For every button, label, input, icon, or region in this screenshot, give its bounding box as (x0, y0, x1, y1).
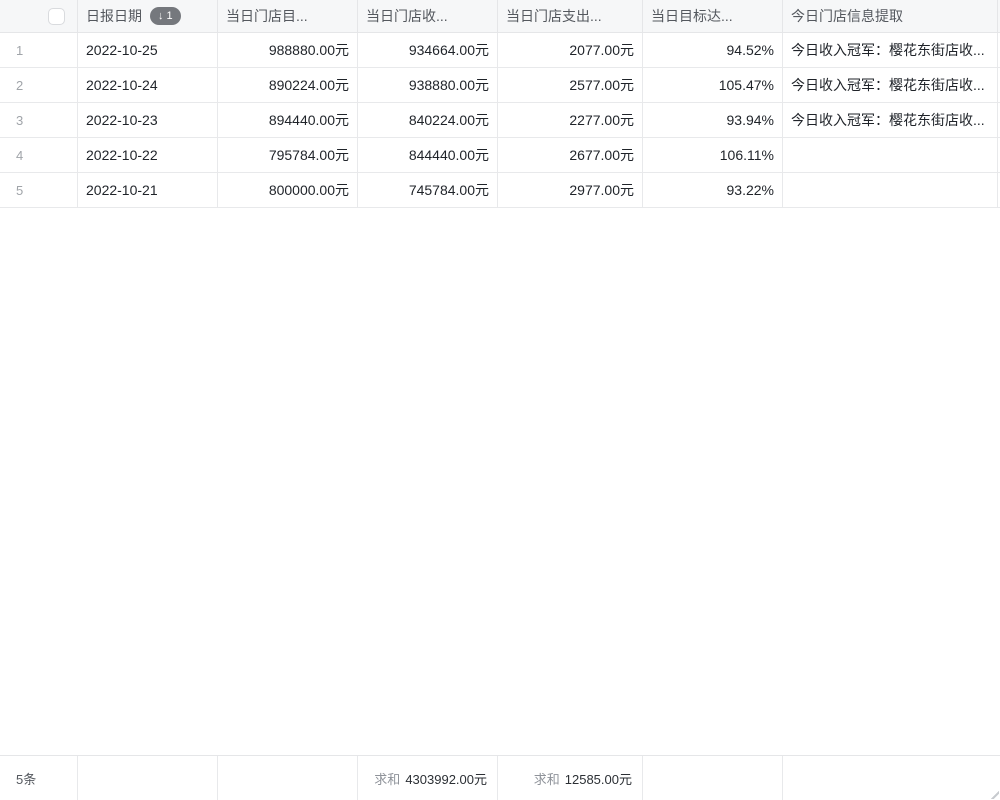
row-number[interactable]: 1 (0, 33, 78, 67)
sum-value: 12585.00元 (564, 771, 632, 787)
cell-rate[interactable]: 93.22% (643, 173, 783, 207)
cell-rate[interactable]: 93.94% (643, 103, 783, 137)
cell-date[interactable]: 2022-10-24 (78, 68, 218, 102)
column-header-rate[interactable]: 当日目标达... (643, 0, 783, 32)
cell-income[interactable]: 840224.00元 (358, 103, 498, 137)
cell-rate[interactable]: 94.52% (643, 33, 783, 67)
summary-cell-info[interactable] (783, 756, 1000, 800)
cell-rate[interactable]: 105.47% (643, 68, 783, 102)
sort-order-number: 1 (166, 9, 173, 22)
column-header-info[interactable]: 今日门店信息提取 (783, 0, 998, 32)
summary-cell-target[interactable] (218, 756, 358, 800)
cell-expense[interactable]: 2277.00元 (498, 103, 643, 137)
cell-rate[interactable]: 106.11% (643, 138, 783, 172)
cell-date[interactable]: 2022-10-23 (78, 103, 218, 137)
column-header-info-label: 今日门店信息提取 (791, 8, 903, 24)
column-header-date[interactable]: 日报日期 ↓ 1 (78, 0, 218, 32)
column-header-income-label: 当日门店收... (366, 8, 448, 24)
cell-income[interactable]: 844440.00元 (358, 138, 498, 172)
table-row: 4 2022-10-22 795784.00元 844440.00元 2677.… (0, 138, 1000, 173)
row-number[interactable]: 5 (0, 173, 78, 207)
column-header-target[interactable]: 当日门店目... (218, 0, 358, 32)
table-row: 1 2022-10-25 988880.00元 934664.00元 2077.… (0, 33, 1000, 68)
cell-target[interactable]: 988880.00元 (218, 33, 358, 67)
column-header-income[interactable]: 当日门店收... (358, 0, 498, 32)
select-all-header-cell (0, 0, 78, 32)
record-count: 5条 (0, 756, 78, 800)
cell-income[interactable]: 745784.00元 (358, 173, 498, 207)
sum-value: 4303992.00元 (405, 771, 487, 787)
table-header-row: 日报日期 ↓ 1 当日门店目... 当日门店收... 当日门店支出... 当日目… (0, 0, 1000, 33)
cell-info[interactable] (783, 138, 998, 172)
column-header-expense[interactable]: 当日门店支出... (498, 0, 643, 32)
table-body: 1 2022-10-25 988880.00元 934664.00元 2077.… (0, 33, 1000, 208)
cell-income[interactable]: 934664.00元 (358, 33, 498, 67)
summary-cell-date[interactable] (78, 756, 218, 800)
row-number[interactable]: 3 (0, 103, 78, 137)
cell-info[interactable]: 今日收入冠军：樱花东街店收... (783, 68, 998, 102)
cell-date[interactable]: 2022-10-25 (78, 33, 218, 67)
header-filler (998, 0, 1000, 32)
summary-cell-expense-sum[interactable]: 求和 12585.00元 (498, 756, 643, 800)
cell-expense[interactable]: 2577.00元 (498, 68, 643, 102)
cell-target[interactable]: 795784.00元 (218, 138, 358, 172)
table-row: 3 2022-10-23 894440.00元 840224.00元 2277.… (0, 103, 1000, 138)
table-row: 2 2022-10-24 890224.00元 938880.00元 2577.… (0, 68, 1000, 103)
sort-badge[interactable]: ↓ 1 (150, 7, 181, 25)
sum-label: 求和 (533, 771, 560, 787)
cell-target[interactable]: 890224.00元 (218, 68, 358, 102)
table-summary-footer: 5条 求和 4303992.00元 求和 12585.00元 (0, 755, 1000, 800)
select-all-checkbox[interactable] (48, 7, 65, 25)
resize-grip-icon (990, 790, 999, 799)
column-header-date-label: 日报日期 (86, 8, 142, 24)
cell-info[interactable] (783, 173, 998, 207)
column-header-expense-label: 当日门店支出... (506, 8, 602, 24)
cell-date[interactable]: 2022-10-22 (78, 138, 218, 172)
sum-label: 求和 (374, 771, 401, 787)
summary-cell-rate[interactable] (643, 756, 783, 800)
sort-desc-icon: ↓ (158, 9, 164, 22)
column-header-target-label: 当日门店目... (226, 8, 308, 24)
column-header-rate-label: 当日目标达... (651, 8, 733, 24)
cell-target[interactable]: 800000.00元 (218, 173, 358, 207)
cell-expense[interactable]: 2977.00元 (498, 173, 643, 207)
cell-income[interactable]: 938880.00元 (358, 68, 498, 102)
cell-date[interactable]: 2022-10-21 (78, 173, 218, 207)
cell-expense[interactable]: 2077.00元 (498, 33, 643, 67)
cell-info[interactable]: 今日收入冠军：樱花东街店收... (783, 33, 998, 67)
summary-cell-income-sum[interactable]: 求和 4303992.00元 (358, 756, 498, 800)
cell-info[interactable]: 今日收入冠军：樱花东街店收... (783, 103, 998, 137)
table-row: 5 2022-10-21 800000.00元 745784.00元 2977.… (0, 173, 1000, 208)
cell-expense[interactable]: 2677.00元 (498, 138, 643, 172)
row-number[interactable]: 2 (0, 68, 78, 102)
cell-target[interactable]: 894440.00元 (218, 103, 358, 137)
row-number[interactable]: 4 (0, 138, 78, 172)
